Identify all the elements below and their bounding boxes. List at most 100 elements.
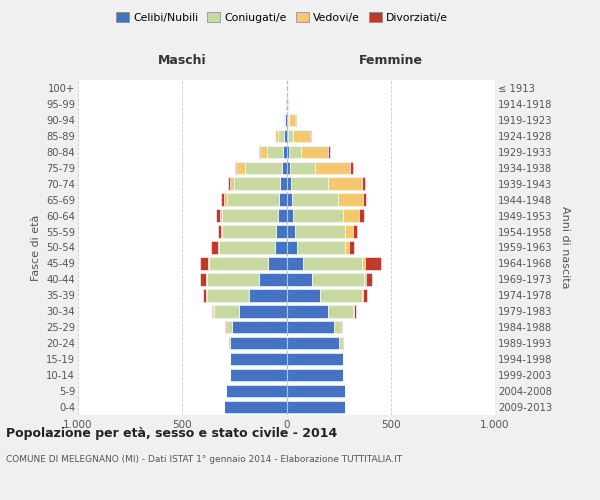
Bar bbox=[283, 162, 287, 174]
Bar bbox=[343, 210, 359, 222]
Bar bbox=[287, 178, 290, 190]
Bar bbox=[232, 321, 287, 334]
Bar bbox=[283, 146, 287, 158]
Bar bbox=[362, 257, 365, 270]
Bar bbox=[245, 162, 283, 174]
Bar bbox=[290, 162, 314, 174]
Bar bbox=[314, 162, 350, 174]
Bar bbox=[200, 273, 206, 285]
Bar bbox=[214, 305, 239, 318]
Bar bbox=[226, 321, 232, 334]
Bar bbox=[366, 273, 372, 285]
Y-axis label: Anni di nascita: Anni di nascita bbox=[560, 206, 571, 288]
Bar bbox=[287, 353, 343, 366]
Bar bbox=[275, 130, 278, 142]
Bar bbox=[287, 337, 338, 349]
Bar bbox=[276, 226, 287, 238]
Bar bbox=[287, 162, 290, 174]
Bar bbox=[239, 305, 287, 318]
Bar bbox=[207, 289, 249, 302]
Bar bbox=[220, 210, 222, 222]
Bar bbox=[362, 289, 367, 302]
Bar bbox=[359, 210, 364, 222]
Bar bbox=[259, 273, 287, 285]
Bar bbox=[328, 178, 362, 190]
Bar bbox=[345, 226, 353, 238]
Bar bbox=[287, 114, 289, 126]
Bar bbox=[227, 194, 279, 206]
Bar bbox=[334, 321, 341, 334]
Bar bbox=[226, 385, 287, 398]
Bar bbox=[311, 273, 364, 285]
Bar bbox=[283, 114, 284, 126]
Bar bbox=[218, 242, 219, 254]
Bar bbox=[350, 162, 353, 174]
Bar bbox=[349, 242, 354, 254]
Bar bbox=[288, 130, 293, 142]
Bar bbox=[341, 321, 342, 334]
Bar bbox=[218, 226, 221, 238]
Bar bbox=[219, 242, 275, 254]
Bar bbox=[222, 226, 276, 238]
Bar bbox=[338, 337, 342, 349]
Bar bbox=[328, 305, 353, 318]
Bar bbox=[362, 194, 366, 206]
Text: COMUNE DI MELEGNANO (MI) - Dati ISTAT 1° gennaio 2014 - Elaborazione TUTTITALIA.: COMUNE DI MELEGNANO (MI) - Dati ISTAT 1°… bbox=[6, 455, 402, 464]
Bar bbox=[293, 210, 343, 222]
Bar bbox=[200, 257, 208, 270]
Bar bbox=[212, 305, 213, 318]
Bar bbox=[278, 130, 284, 142]
Bar bbox=[221, 226, 222, 238]
Bar bbox=[287, 305, 328, 318]
Bar bbox=[230, 369, 287, 382]
Bar bbox=[297, 242, 345, 254]
Bar bbox=[287, 242, 297, 254]
Bar bbox=[345, 242, 349, 254]
Bar bbox=[222, 210, 278, 222]
Bar bbox=[353, 226, 358, 238]
Y-axis label: Fasce di età: Fasce di età bbox=[31, 214, 41, 280]
Bar bbox=[287, 369, 343, 382]
Bar bbox=[303, 257, 362, 270]
Bar bbox=[295, 226, 345, 238]
Bar bbox=[224, 401, 287, 413]
Bar bbox=[207, 273, 259, 285]
Bar bbox=[287, 98, 289, 110]
Bar bbox=[301, 146, 328, 158]
Bar bbox=[354, 305, 356, 318]
Bar bbox=[236, 162, 245, 174]
Bar bbox=[230, 337, 287, 349]
Bar bbox=[228, 337, 230, 349]
Bar bbox=[266, 146, 283, 158]
Bar bbox=[230, 353, 287, 366]
Bar bbox=[230, 178, 235, 190]
Bar bbox=[224, 194, 227, 206]
Bar bbox=[275, 242, 287, 254]
Bar bbox=[287, 257, 303, 270]
Bar bbox=[289, 114, 295, 126]
Bar bbox=[287, 401, 345, 413]
Bar bbox=[287, 146, 289, 158]
Bar bbox=[268, 257, 287, 270]
Bar bbox=[286, 98, 287, 110]
Bar bbox=[228, 178, 230, 190]
Bar bbox=[292, 194, 338, 206]
Bar bbox=[259, 146, 260, 158]
Bar bbox=[289, 146, 301, 158]
Bar bbox=[286, 114, 287, 126]
Bar bbox=[362, 178, 365, 190]
Bar bbox=[206, 289, 207, 302]
Bar bbox=[280, 178, 287, 190]
Bar bbox=[287, 321, 334, 334]
Bar bbox=[287, 226, 295, 238]
Bar bbox=[328, 146, 330, 158]
Bar bbox=[364, 273, 366, 285]
Bar bbox=[211, 242, 218, 254]
Bar bbox=[279, 194, 287, 206]
Bar bbox=[208, 257, 209, 270]
Bar bbox=[287, 289, 320, 302]
Bar bbox=[293, 130, 310, 142]
Bar bbox=[235, 178, 280, 190]
Bar bbox=[206, 273, 207, 285]
Bar bbox=[287, 273, 311, 285]
